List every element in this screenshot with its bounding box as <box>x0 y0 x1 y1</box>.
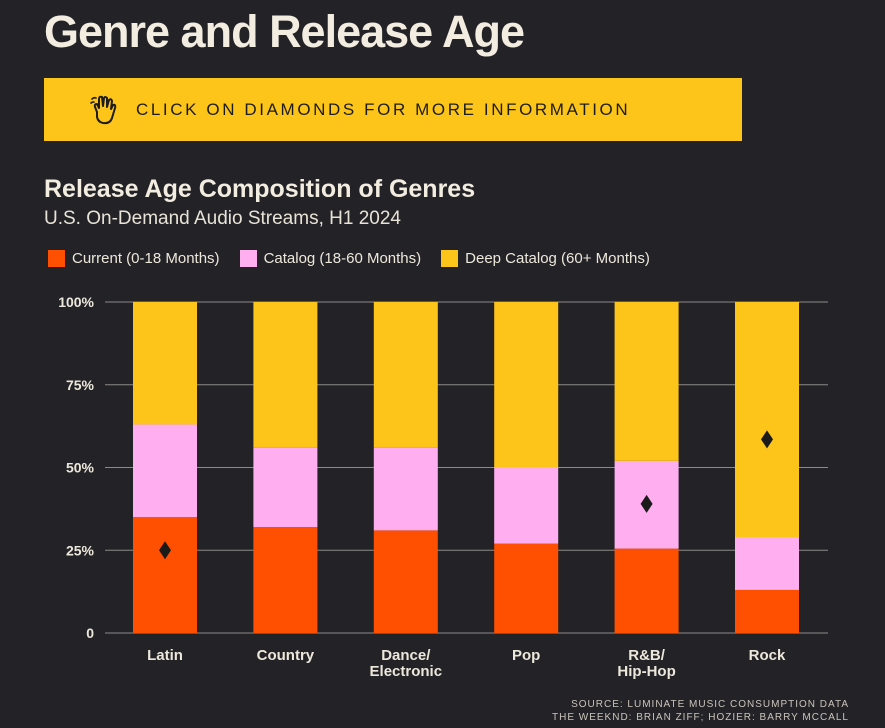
info-diamond-marker[interactable] <box>640 494 653 513</box>
source-line: SOURCE: LUMINATE MUSIC CONSUMPTION DATA <box>571 699 849 710</box>
source-note: SOURCE: LUMINATE MUSIC CONSUMPTION DATA … <box>552 698 849 724</box>
bar-segment <box>494 543 559 633</box>
y-tick-label: 25% <box>66 542 95 558</box>
instruction-banner: CLICK ON DIAMONDS FOR MORE INFORMATION <box>44 78 742 141</box>
x-tick-label: Electronic <box>370 663 443 680</box>
bar-segment <box>735 537 799 590</box>
x-tick-label: Latin <box>147 647 183 664</box>
bar-segment <box>253 302 318 448</box>
stacked-bar-chart: 0 25% 50% 75% 100% Latin Country Dance/Electron… <box>58 294 828 680</box>
x-tick-label: Country <box>257 647 315 664</box>
legend-swatch-current <box>48 250 65 267</box>
legend-label-catalog: Catalog (18-60 Months) <box>263 250 422 267</box>
banner-text: CLICK ON DIAMONDS FOR MORE INFORMATION <box>136 99 631 119</box>
x-tick-label: R&B/ <box>628 647 665 664</box>
bar-segment <box>133 424 197 518</box>
legend-item-deep-catalog: Deep Catalog (60+ Months) <box>441 250 650 267</box>
chart-subtitle: U.S. On-Demand Audio Streams, H1 2024 <box>44 208 401 229</box>
bar-segment <box>253 447 318 528</box>
y-tick-label: 75% <box>66 377 95 393</box>
x-tick-label: Pop <box>512 647 540 664</box>
info-diamond-marker[interactable] <box>761 430 773 449</box>
bar-segment <box>133 517 197 633</box>
legend-label-deep-catalog: Deep Catalog (60+ Months) <box>465 250 650 267</box>
bar-segment <box>614 548 679 633</box>
chart-legend: Current (0-18 Months) Catalog (18-60 Mon… <box>48 250 670 267</box>
chart-title: Release Age Composition of Genres <box>44 175 476 203</box>
photo-credit-line: THE WEEKND: BRIAN ZIFF; HOZIER: BARRY MC… <box>552 712 849 723</box>
x-tick-label: Hip-Hop <box>617 663 675 680</box>
bar-segment <box>494 302 559 468</box>
legend-label-current: Current (0-18 Months) <box>72 250 220 267</box>
y-tick-label: 0 <box>86 625 94 641</box>
bar-segment <box>373 447 438 531</box>
page-title: Genre and Release Age <box>44 6 525 57</box>
legend-swatch-catalog <box>239 250 257 267</box>
bar-segment <box>494 467 559 544</box>
y-tick-label: 50% <box>66 460 95 476</box>
hand-pointer-icon <box>90 95 117 124</box>
bar-segment <box>735 302 799 538</box>
bar-segment <box>253 527 318 633</box>
bar-segment <box>614 302 679 461</box>
legend-item-current: Current (0-18 Months) <box>48 250 220 267</box>
bar-segment <box>373 302 438 448</box>
bar-segment <box>373 530 438 633</box>
y-tick-label: 100% <box>58 294 94 310</box>
x-tick-label: Dance/ <box>381 647 431 664</box>
bar-segment <box>735 589 799 633</box>
legend-swatch-deep-catalog <box>441 250 459 267</box>
x-tick-label: Rock <box>749 647 786 664</box>
bar-segment <box>133 302 197 425</box>
info-diamond-marker[interactable] <box>159 541 171 560</box>
legend-item-catalog: Catalog (18-60 Months) <box>239 250 422 267</box>
